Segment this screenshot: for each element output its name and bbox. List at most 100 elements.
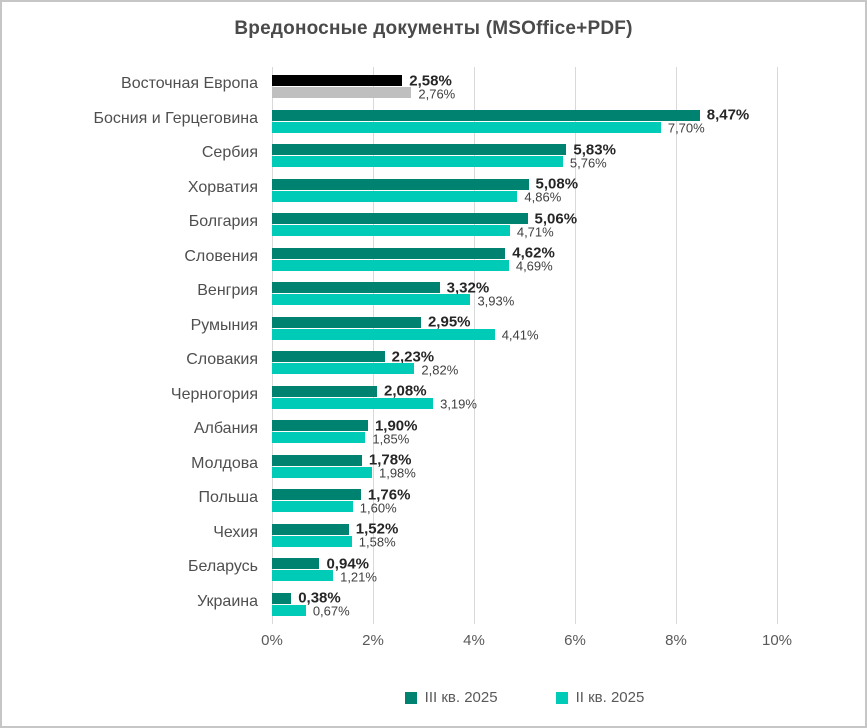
category-label: Словакия [186, 351, 258, 369]
value-label-q2: 4,41% [501, 327, 539, 343]
bar-q3 [272, 178, 529, 190]
value-label-q3: 5,08% [535, 175, 579, 193]
legend-item-q3-2025: III кв. 2025 [404, 689, 498, 706]
chart-title: Вредоносные документы (MSOffice+PDF) [234, 18, 633, 39]
value-label-q3: 1,52% [355, 520, 399, 538]
value-label-q2: 1,85% [372, 431, 410, 446]
value-label-q3: 1,78% [368, 451, 412, 469]
value-label-q3: 2,23% [391, 348, 435, 365]
bar-q2 [272, 156, 563, 167]
bar-q2 [272, 432, 366, 443]
bar-q2 [272, 259, 509, 271]
bar-q3 [272, 213, 528, 224]
bar-q2 [272, 87, 412, 98]
value-label-q3: 1,90% [374, 417, 418, 434]
legend-item-q2-2025: II кв. 2025 [555, 689, 645, 706]
value-label-q3: 1,76% [367, 486, 411, 503]
bar-q3 [272, 316, 421, 328]
bar-q2 [272, 466, 372, 478]
bar-q2 [272, 501, 353, 512]
value-label-q2: 1,21% [340, 569, 377, 584]
bar-q2 [272, 190, 518, 202]
category-label: Босния и Герцеговина [93, 109, 259, 127]
x-axis-tick-label: 8% [665, 632, 687, 649]
category-label: Венгрия [197, 282, 258, 300]
bar-q3 [272, 489, 361, 500]
bar-q3 [272, 385, 378, 397]
legend-swatch-q3-icon [404, 691, 417, 704]
category-label: Хорватия [187, 178, 258, 196]
category-label: Черногория [170, 385, 258, 403]
value-label-q2: 1,60% [359, 500, 397, 515]
value-label-q2: 3,19% [440, 396, 477, 412]
category-label: Восточная Европа [121, 75, 258, 93]
x-axis-tick-label: 0% [261, 632, 283, 649]
value-label-q2: 4,69% [515, 258, 553, 274]
category-label: Болгария [188, 213, 258, 231]
bar-q2 [272, 363, 415, 374]
legend-label-q3: III кв. 2025 [424, 689, 498, 706]
value-label-q2: 3,93% [477, 293, 515, 308]
category-label: Молдова [191, 454, 258, 472]
bar-q3 [272, 558, 320, 569]
x-axis-tick-label: 6% [564, 632, 586, 649]
gridline-4% [474, 67, 475, 624]
category-label: Беларусь [188, 558, 258, 576]
bar-q3 [272, 144, 567, 155]
bar-q3 [272, 282, 440, 293]
category-label: Украина [197, 592, 258, 610]
value-label-q2: 4,71% [516, 224, 554, 239]
bar-q2 [272, 121, 661, 133]
legend-label-q2: II кв. 2025 [575, 689, 645, 706]
bar-q2 [272, 397, 434, 409]
value-label-q2: 2,76% [418, 86, 456, 101]
value-label-q2: 5,76% [569, 155, 607, 170]
value-label-q3: 5,06% [534, 210, 578, 227]
value-label-q3: 8,47% [706, 106, 750, 124]
category-label: Румыния [190, 316, 258, 334]
bar-q3 [272, 109, 700, 121]
value-label-q3: 2,58% [409, 72, 452, 89]
gridline-2% [373, 67, 374, 624]
value-label-q2: 1,58% [358, 534, 396, 550]
gridline-10% [777, 67, 778, 624]
category-label: Польша [198, 489, 258, 507]
bar-q3 [272, 247, 506, 259]
value-label-q3: 2,95% [427, 313, 471, 331]
category-label: Чехия [213, 523, 258, 541]
bar-q3 [272, 454, 362, 466]
value-label-q2: 1,98% [378, 465, 416, 481]
value-label-q2: 4,86% [524, 189, 562, 205]
bar-q2 [272, 604, 306, 616]
value-label-q2: 0,67% [312, 603, 350, 619]
category-label: Словения [184, 247, 258, 265]
value-label-q2: 2,82% [421, 362, 459, 377]
value-label-q3: 4,62% [512, 244, 555, 262]
bar-q2 [272, 328, 495, 340]
bar-q3 [272, 351, 385, 362]
category-label: Сербия [201, 144, 258, 162]
bar-q2 [272, 225, 510, 236]
gridline-0% [272, 67, 273, 624]
x-axis-tick-label: 4% [463, 632, 485, 649]
bar-q3 [272, 523, 349, 535]
bar-q3 [272, 420, 368, 431]
x-axis-tick-label: 10% [761, 632, 793, 649]
value-label-q3: 2,08% [384, 382, 427, 400]
x-axis-tick-label: 2% [362, 632, 384, 649]
value-label-q3: 5,83% [573, 141, 616, 158]
value-label-q3: 0,94% [326, 555, 370, 572]
bar-q2 [272, 294, 471, 305]
category-label: Албания [193, 420, 258, 438]
bar-q2 [272, 570, 334, 581]
bar-q3 [272, 75, 403, 86]
bar-q3 [272, 592, 292, 604]
value-label-q2: 7,70% [667, 120, 705, 136]
legend: III кв. 2025 II кв. 2025 [272, 689, 777, 706]
value-label-q3: 0,38% [298, 589, 341, 607]
gridline-6% [575, 67, 576, 624]
value-label-q3: 3,32% [446, 279, 490, 296]
gridline-8% [676, 67, 677, 624]
